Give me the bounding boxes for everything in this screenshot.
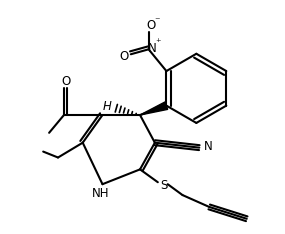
Text: N: N: [148, 42, 157, 55]
Text: S: S: [160, 179, 167, 192]
Text: N: N: [204, 140, 213, 153]
Text: H: H: [103, 100, 112, 113]
Polygon shape: [140, 102, 168, 115]
Text: NH: NH: [92, 186, 109, 200]
Text: O: O: [119, 50, 129, 63]
Text: ⁻: ⁻: [155, 17, 160, 27]
Text: O: O: [61, 75, 71, 88]
Text: O: O: [146, 19, 155, 32]
Text: ⁺: ⁺: [156, 38, 161, 48]
